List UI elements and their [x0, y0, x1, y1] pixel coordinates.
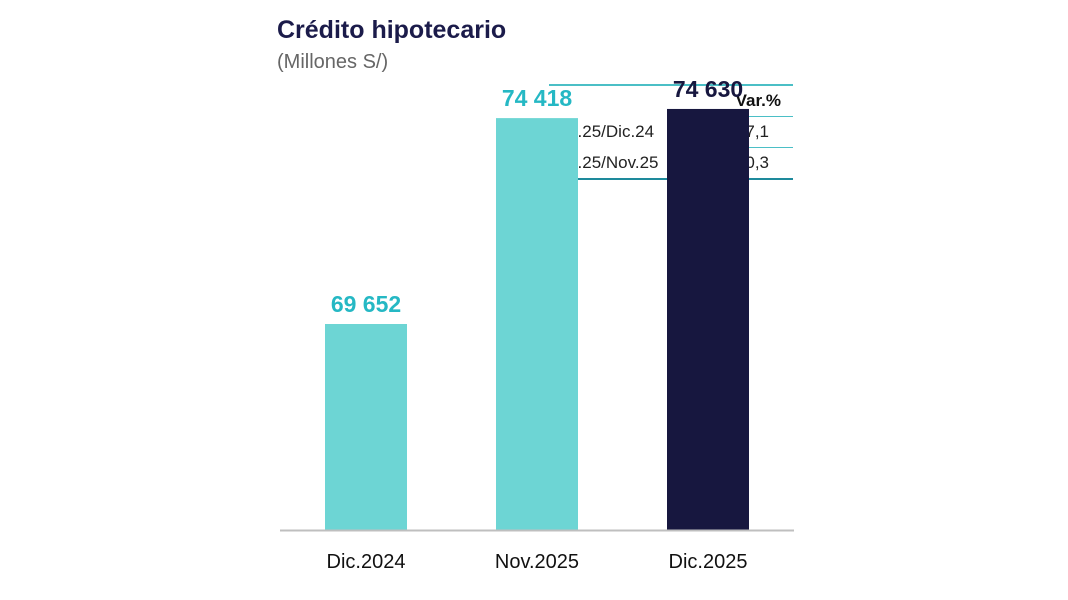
bar-nov-2025 — [496, 118, 578, 531]
variation-row-label: Dic.25/Dic.24 — [553, 122, 655, 141]
bar-value-label: 74 418 — [502, 85, 573, 111]
x-tick-label: Nov.2025 — [495, 551, 579, 573]
variation-row-divider — [709, 147, 793, 148]
variation-header-label: Var.% — [735, 91, 781, 110]
bar-value-label: 69 652 — [331, 291, 401, 317]
variation-table-header: Var.% — [709, 86, 793, 117]
chart-title: Crédito hipotecario — [277, 16, 507, 44]
x-tick-label: Dic.2024 — [327, 551, 406, 573]
bar-dic-2024 — [325, 324, 407, 530]
variation-row: Dic.25/Nov.25 0,3 — [549, 148, 793, 178]
x-tick-label: Dic.2025 — [669, 551, 748, 573]
variation-row-value: 0,3 — [745, 153, 769, 172]
chart-subtitle: (Millones S/) — [277, 51, 389, 73]
variation-row: Dic.25/Dic.24 7,1 — [549, 117, 793, 147]
variation-row-value: 7,1 — [745, 122, 769, 141]
bar-dic-2025 — [667, 108, 749, 530]
variation-row-label: Dic.25/Nov.25 — [553, 153, 659, 172]
bar-value-label: 74 630 — [673, 76, 743, 102]
bar-series: 69 652 Dic.2024 74 418 Nov.2025 74 630 Dic.20… — [325, 76, 749, 573]
